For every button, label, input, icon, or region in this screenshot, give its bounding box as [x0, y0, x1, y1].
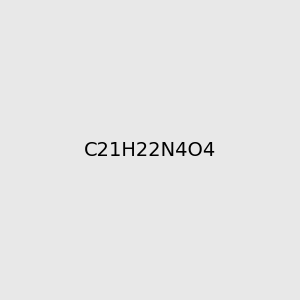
Text: C21H22N4O4: C21H22N4O4 — [84, 140, 216, 160]
